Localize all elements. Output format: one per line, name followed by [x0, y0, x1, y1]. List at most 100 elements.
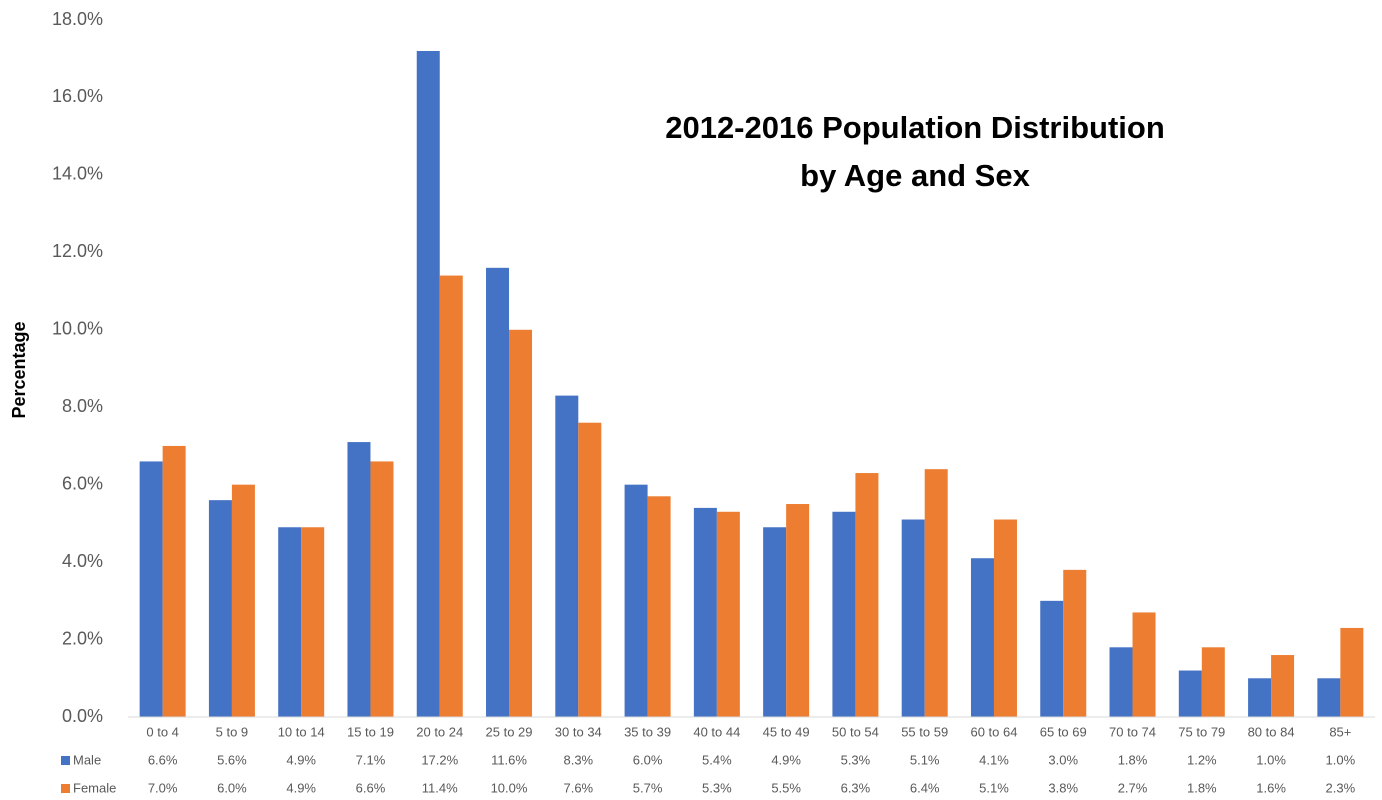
- bar: [924, 469, 948, 717]
- table-value: 3.8%: [1048, 780, 1078, 795]
- table-value: 2.3%: [1326, 780, 1356, 795]
- table-value: 6.3%: [841, 780, 871, 795]
- table-value: 6.0%: [633, 752, 663, 767]
- x-tick-label: 20 to 24: [416, 724, 463, 739]
- bar: [786, 504, 810, 717]
- bar: [139, 461, 163, 717]
- legend-swatch: [61, 756, 70, 765]
- bar: [716, 511, 740, 717]
- table-value: 2.7%: [1118, 780, 1148, 795]
- bar: [693, 507, 717, 717]
- table-value: 4.9%: [286, 780, 316, 795]
- x-tick-label: 70 to 74: [1109, 724, 1156, 739]
- table-value: 5.3%: [841, 752, 871, 767]
- table-value: 1.0%: [1256, 752, 1286, 767]
- y-tick-label: 6.0%: [62, 473, 103, 493]
- bar: [1271, 655, 1295, 717]
- table-value: 6.4%: [910, 780, 940, 795]
- x-tick-label: 75 to 79: [1178, 724, 1225, 739]
- table-value: 3.0%: [1048, 752, 1078, 767]
- y-tick-label: 10.0%: [52, 319, 103, 339]
- table-value: 17.2%: [421, 752, 458, 767]
- table-value: 5.7%: [633, 780, 663, 795]
- table-value: 11.4%: [422, 780, 458, 795]
- x-tick-label: 50 to 54: [832, 724, 879, 739]
- legend-swatch: [61, 784, 70, 793]
- bar: [439, 275, 463, 717]
- bar: [370, 461, 394, 717]
- table-value: 8.3%: [563, 752, 593, 767]
- bar: [763, 527, 787, 717]
- x-tick-label: 45 to 49: [763, 724, 810, 739]
- bar: [162, 445, 186, 717]
- table-value: 5.4%: [702, 752, 732, 767]
- chart-title: 2012-2016 Population Distribution: [665, 110, 1165, 145]
- bar: [1063, 569, 1087, 717]
- bar: [647, 496, 671, 717]
- bar: [1317, 678, 1341, 717]
- x-tick-label: 30 to 34: [555, 724, 602, 739]
- bar: [231, 484, 255, 717]
- bar: [1201, 647, 1225, 717]
- y-tick-label: 8.0%: [62, 396, 103, 416]
- x-tick-label: 60 to 64: [970, 724, 1017, 739]
- table-value: 6.0%: [217, 780, 247, 795]
- legend-label: Female: [73, 780, 116, 795]
- table-value: 4.9%: [771, 752, 801, 767]
- x-tick-label: 5 to 9: [216, 724, 249, 739]
- bar: [301, 527, 325, 717]
- y-tick-label: 0.0%: [62, 706, 103, 726]
- bar: [855, 473, 879, 717]
- table-value: 5.1%: [910, 752, 940, 767]
- table-value: 6.6%: [356, 780, 386, 795]
- bar: [1040, 600, 1064, 717]
- bar: [832, 511, 856, 717]
- table-value: 1.8%: [1118, 752, 1148, 767]
- y-tick-label: 14.0%: [52, 164, 103, 184]
- table-value: 4.9%: [286, 752, 316, 767]
- x-tick-label: 10 to 14: [278, 724, 325, 739]
- table-value: 1.0%: [1326, 752, 1356, 767]
- x-tick-label: 15 to 19: [347, 724, 394, 739]
- legend-label: Male: [73, 752, 101, 767]
- table-value: 5.1%: [979, 780, 1009, 795]
- table-value: 7.0%: [148, 780, 178, 795]
- y-tick-label: 16.0%: [52, 86, 103, 106]
- bar: [347, 442, 371, 717]
- y-tick-label: 2.0%: [62, 628, 103, 648]
- bar: [509, 329, 533, 717]
- chart-title: by Age and Sex: [800, 158, 1030, 193]
- bar: [1109, 647, 1133, 717]
- bar: [1178, 670, 1202, 717]
- table-value: 6.6%: [148, 752, 178, 767]
- table-value: 1.6%: [1256, 780, 1286, 795]
- bar: [1132, 612, 1156, 717]
- table-value: 4.1%: [979, 752, 1009, 767]
- bar: [1340, 627, 1364, 717]
- table-value: 7.1%: [356, 752, 386, 767]
- bar: [208, 500, 232, 717]
- bar: [278, 527, 302, 717]
- y-axis-label: Percentage: [9, 321, 29, 418]
- x-tick-label: 65 to 69: [1040, 724, 1087, 739]
- x-tick-label: 25 to 29: [486, 724, 533, 739]
- table-value: 7.6%: [563, 780, 593, 795]
- x-tick-label: 55 to 59: [901, 724, 948, 739]
- table-value: 11.6%: [491, 752, 527, 767]
- x-tick-label: 80 to 84: [1248, 724, 1295, 739]
- x-tick-label: 85+: [1329, 724, 1351, 739]
- table-value: 10.0%: [491, 780, 528, 795]
- table-value: 1.2%: [1187, 752, 1217, 767]
- table-value: 5.5%: [771, 780, 801, 795]
- bar: [486, 267, 510, 717]
- x-tick-label: 0 to 4: [146, 724, 179, 739]
- bar: [901, 519, 925, 717]
- bar: [970, 558, 994, 717]
- y-tick-label: 12.0%: [52, 241, 103, 261]
- bar: [416, 50, 440, 717]
- bar: [624, 484, 648, 717]
- bar: [1248, 678, 1272, 717]
- x-tick-label: 35 to 39: [624, 724, 671, 739]
- table-value: 5.6%: [217, 752, 247, 767]
